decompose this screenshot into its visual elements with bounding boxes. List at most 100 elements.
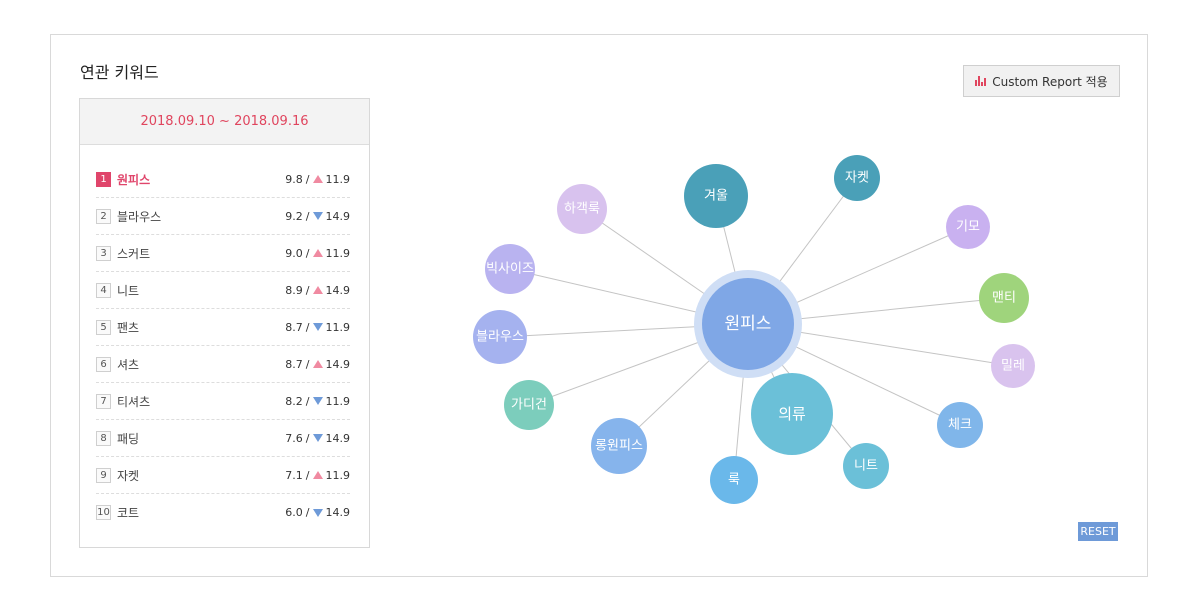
keyword-node-circle <box>979 273 1029 323</box>
rank-keyword: 티셔츠 <box>117 394 151 409</box>
ranking-row[interactable]: 10 코트 6.0/ 14.9 <box>96 494 350 531</box>
keyword-node-circle <box>485 244 535 294</box>
rank-score: 8.7 <box>285 357 303 371</box>
keyword-node-circle <box>937 402 983 448</box>
keyword-node[interactable]: 겨울 <box>684 164 748 228</box>
rank-number: 8 <box>96 430 111 446</box>
rank-separator: / <box>305 209 310 223</box>
rank-score: 9.8 <box>285 172 303 186</box>
rank-trend-value: 11.9 <box>325 172 351 186</box>
keyword-node[interactable]: 블라우스 <box>473 310 527 364</box>
ranking-row[interactable]: 5 팬츠 8.7/ 11.9 <box>96 309 350 346</box>
custom-report-button[interactable]: Custom Report 적용 <box>963 65 1120 97</box>
rank-number: 1 <box>96 171 111 187</box>
rank-trend-value: 14.9 <box>325 431 351 445</box>
rank-trend-value: 11.9 <box>325 320 351 334</box>
keyword-node[interactable]: 빅사이즈 <box>485 244 535 294</box>
trend-down-icon <box>312 323 323 331</box>
rank-separator: / <box>305 357 310 371</box>
keyword-node[interactable]: 체크 <box>937 402 983 448</box>
trend-up-icon <box>312 360 323 368</box>
keyword-node[interactable]: 가디건 <box>504 380 554 430</box>
rank-number: 5 <box>96 319 111 335</box>
keyword-node-circle <box>843 443 889 489</box>
custom-report-label: Custom Report 적용 <box>992 74 1108 89</box>
rank-trend-value: 11.9 <box>325 394 351 408</box>
keyword-node-circle <box>946 205 990 249</box>
rank-number: 9 <box>96 467 111 483</box>
ranking-row[interactable]: 3 스커트 9.0/ 11.9 <box>96 235 350 272</box>
rank-number: 10 <box>96 505 111 520</box>
center-keyword-node-label: 원피스 <box>725 314 772 334</box>
keyword-node[interactable]: 하객룩 <box>557 184 607 234</box>
keyword-node-circle <box>751 373 833 455</box>
trend-up-icon <box>312 175 323 183</box>
keyword-node-circle <box>591 418 647 474</box>
keyword-node-circle <box>710 456 758 504</box>
keyword-node-circle <box>473 310 527 364</box>
bar-chart-icon <box>975 76 987 86</box>
rank-keyword: 패딩 <box>117 431 140 446</box>
ranking-row[interactable]: 1 원피스 9.8/ 11.9 <box>96 161 350 198</box>
ranking-row[interactable]: 7 티셔츠 8.2/ 11.9 <box>96 383 350 420</box>
keyword-node-label: 룩 <box>728 473 740 488</box>
keyword-node[interactable]: 맨티 <box>979 273 1029 323</box>
trend-up-icon <box>312 286 323 294</box>
keyword-node-label: 자켓 <box>845 171 869 186</box>
reset-button[interactable]: RESET <box>1078 522 1118 541</box>
keyword-node-circle <box>684 164 748 228</box>
rank-score: 8.7 <box>285 320 303 334</box>
rank-separator: / <box>305 431 310 445</box>
rank-keyword: 스커트 <box>117 246 151 261</box>
rank-trend-value: 14.9 <box>325 506 351 519</box>
keyword-node[interactable]: 룩 <box>710 456 758 504</box>
rank-separator: / <box>305 320 310 334</box>
ranking-row[interactable]: 9 자켓 7.1/ 11.9 <box>96 457 350 494</box>
rank-score: 8.2 <box>285 394 303 408</box>
keyword-node-label: 겨울 <box>704 189 728 204</box>
keyword-node-label: 블라우스 <box>476 330 524 345</box>
keyword-node[interactable]: 의류 <box>751 373 833 455</box>
ranking-row[interactable]: 2 블라우스 9.2/ 14.9 <box>96 198 350 235</box>
panel-title: 연관 키워드 <box>80 63 159 82</box>
ranking-row[interactable]: 8 패딩 7.6/ 14.9 <box>96 420 350 457</box>
keyword-node[interactable]: 기모 <box>946 205 990 249</box>
keyword-node-label: 가디건 <box>511 398 547 413</box>
trend-down-icon <box>312 212 323 220</box>
keyword-ranking-list: 1 원피스 9.8/11.9 2 블라우스 9.2/14.9 3 스커트 9.0/11.9 4 니트… <box>96 161 350 531</box>
keyword-node-circle <box>991 344 1035 388</box>
ranking-row[interactable]: 4 니트 8.9/ 14.9 <box>96 272 350 309</box>
rank-number: 2 <box>96 208 111 224</box>
rank-number: 4 <box>96 282 111 298</box>
rank-score: 9.0 <box>285 246 303 260</box>
trend-up-icon <box>312 249 323 257</box>
rank-trend-value: 14.9 <box>325 357 351 371</box>
keyword-node[interactable]: 니트 <box>843 443 889 489</box>
keyword-node[interactable]: 밀레 <box>991 344 1035 388</box>
rank-separator: / <box>305 394 310 408</box>
ranking-row[interactable]: 6 셔츠 8.7/ 14.9 <box>96 346 350 383</box>
rank-keyword: 니트 <box>117 283 140 298</box>
rank-keyword: 셔츠 <box>117 357 140 372</box>
keyword-ranking-box: 2018.09.10 ~ 2018.09.16 1 원피스 9.8/11.9 2 블라우… <box>79 98 370 548</box>
rank-separator: / <box>305 283 310 297</box>
rank-keyword: 팬츠 <box>117 320 140 335</box>
keyword-node[interactable]: 자켓 <box>834 155 880 201</box>
rank-separator: / <box>305 506 310 519</box>
rank-keyword: 자켓 <box>117 468 140 483</box>
rank-number: 7 <box>96 393 111 409</box>
keyword-node[interactable]: 롱원피스 <box>591 418 647 474</box>
trend-down-icon <box>312 397 323 405</box>
keyword-node-label: 체크 <box>948 418 972 433</box>
rank-number: 6 <box>96 356 111 372</box>
trend-down-icon <box>312 508 323 517</box>
keyword-node-label: 밀레 <box>1001 359 1025 374</box>
rank-separator: / <box>305 468 310 482</box>
keyword-node-label: 하객룩 <box>564 202 600 217</box>
center-keyword-node[interactable]: 원피스 <box>702 278 794 370</box>
rank-number: 3 <box>96 245 111 261</box>
rank-keyword: 코트 <box>117 506 140 520</box>
rank-score: 7.6 <box>285 431 303 445</box>
date-range: 2018.09.10 ~ 2018.09.16 <box>80 99 369 145</box>
